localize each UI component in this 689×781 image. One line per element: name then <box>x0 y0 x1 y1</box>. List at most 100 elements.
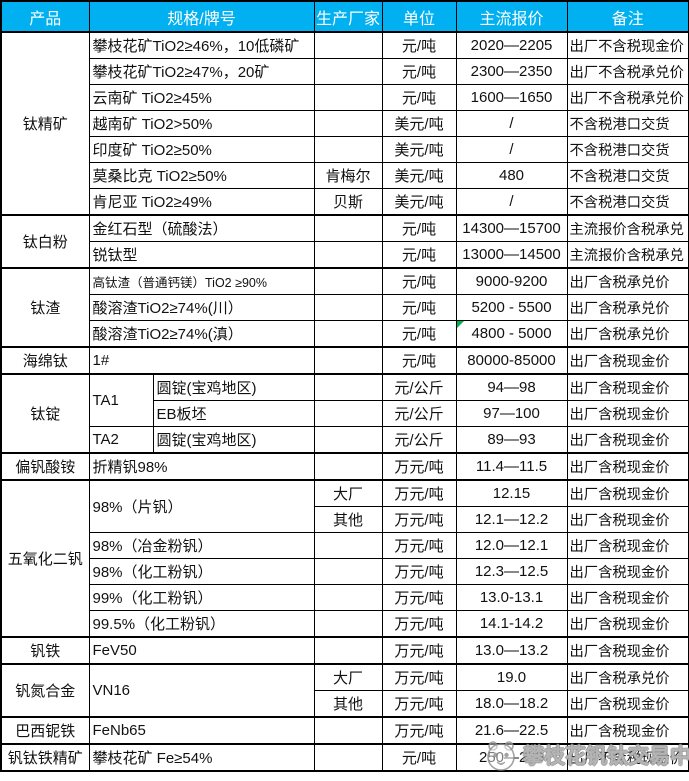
cell-comment-marker <box>457 321 464 328</box>
price-cell: 250—270 <box>455 743 568 772</box>
price-cell: 4800 - 5000 <box>455 320 568 348</box>
table-row: 肯尼亚 TiO2≥49% 贝斯 美元/吨 / 不含税港口交货 <box>1 188 689 216</box>
note-cell: 出厂含税现金价 <box>566 636 689 665</box>
header-spec: 规格/牌号 <box>88 0 315 33</box>
table-row: TA2 圆锭(宝鸡地区) 元/公斤 89—93 出厂含税现金价 <box>1 426 689 454</box>
price-cell: 97—100 <box>455 400 568 427</box>
table-row: 印度矿 TiO2≥50% 美元/吨 / 不含税港口交货 <box>1 136 689 163</box>
note-cell: 出厂含税现金价 <box>566 532 689 559</box>
manufacturer-cell <box>313 532 383 559</box>
unit-cell: 美元/吨 <box>381 110 457 137</box>
unit-cell: 元/吨 <box>381 346 457 375</box>
spec-cell: 折精钒98% <box>88 452 315 481</box>
unit-cell: 美元/吨 <box>381 162 457 189</box>
unit-cell: 元/吨 <box>381 267 457 295</box>
price-cell: 12.15 <box>455 479 568 507</box>
table-row: 莫桑比克 TiO2≥50% 肯梅尔 美元/吨 480 不含税港口交货 <box>1 162 689 189</box>
unit-cell: 元/吨 <box>381 58 457 85</box>
price-cell: 5200 - 5500 <box>455 294 568 321</box>
table-row: 攀枝花矿TiO2≥47%，20矿 元/吨 2300—2350 出厂不含税承兑价 <box>1 58 689 85</box>
form-cell: EB板坯 <box>152 400 315 427</box>
form-cell: 圆锭(宝鸡地区) <box>152 426 315 454</box>
table-row: 酸溶渣TiO2≥74%(川） 元/吨 5200 - 5500 出厂含税承兑价 <box>1 294 689 321</box>
note-cell: 出厂含税现金价 <box>566 373 689 401</box>
note-cell: 出厂含税现金价 <box>566 400 689 427</box>
table-body: 钛精矿 攀枝花矿TiO2≥46%，10低磷矿 元/吨 2020—2205 出厂不含税现金… <box>0 31 689 772</box>
unit-cell: 元/吨 <box>381 31 457 59</box>
note-cell: 出厂不含税承兑价 <box>566 58 689 85</box>
table-row: 钛锭 TA1 圆锭(宝鸡地区) 元/公斤 94—98 出厂含税现金价 <box>0 373 689 454</box>
note-cell: 出厂含税现金价 <box>566 452 689 481</box>
spec-cell: 酸溶渣TiO2≥74%(滇） <box>88 320 315 348</box>
price-cell: 19.0 <box>455 663 568 691</box>
manufacturer-cell <box>313 214 383 242</box>
manufacturer-cell: 大厂 <box>313 663 383 691</box>
product-cell: 钛精矿 <box>0 31 90 216</box>
table-row: 钒氮合金 VN16 大厂 万元/吨 19.0 出厂含税承兑价 <box>0 663 689 718</box>
note-cell: 出厂含税现金价 <box>566 584 689 611</box>
note-cell: 出厂含税承兑价 <box>566 663 689 691</box>
manufacturer-cell <box>313 320 383 348</box>
unit-cell: 美元/吨 <box>381 188 457 216</box>
price-cell: / <box>455 110 568 137</box>
price-cell: / <box>455 188 568 216</box>
price-cell: 13.0-13.1 <box>455 584 568 611</box>
note-cell: 出厂含税现金价 <box>566 610 689 638</box>
manufacturer-cell <box>313 346 383 375</box>
note-cell: 主流报价含税承兑 <box>566 214 689 242</box>
note-cell: 不含税港口交货 <box>566 188 689 216</box>
table-row: 云南矿 TiO2≥45% 元/吨 1600—1650 出厂不含税承兑价 <box>1 84 689 111</box>
table-row: 巴西铌铁 FeNb65 万元/吨 21.6—22.5 出厂含税现金价 <box>0 716 689 745</box>
manufacturer-cell <box>313 373 383 401</box>
manufacturer-cell <box>313 58 383 85</box>
manufacturer-cell <box>313 294 383 321</box>
spec-cell: 印度矿 TiO2≥50% <box>88 136 315 163</box>
note-cell: 出厂不含税承兑价 <box>566 84 689 111</box>
table-row: 钒铁 FeV50 万元/吨 13.0—13.2 出厂含税现金价 <box>0 636 689 665</box>
price-cell: 12.3—12.5 <box>455 558 568 585</box>
manufacturer-cell <box>313 400 383 427</box>
note-cell: 出厂含税现金价 <box>566 690 689 718</box>
note-cell: 出厂含税现金价 <box>566 346 689 375</box>
spec-cell: 98%（片钒） <box>88 479 315 533</box>
unit-cell: 万元/吨 <box>381 636 457 665</box>
spec-cell: 肯尼亚 TiO2≥49% <box>88 188 315 216</box>
product-cell: 钒钛铁精矿 <box>0 743 90 772</box>
price-cell: 14.1-14.2 <box>455 610 568 638</box>
unit-cell: 万元/吨 <box>381 663 457 691</box>
product-cell: 海绵钛 <box>0 346 90 375</box>
table-row: 其他 万元/吨 12.1—12.2 出厂含税现金价 <box>1 506 689 533</box>
note-cell: 主流报价含税承兑 <box>566 241 689 269</box>
price-cell: 21.6—22.5 <box>455 716 568 745</box>
spec-cell: 99%（化工粉钒） <box>88 584 315 611</box>
unit-cell: 万元/吨 <box>381 558 457 585</box>
grade-cell: TA1 <box>88 373 154 427</box>
note-cell: 出厂不含税现金价 <box>566 743 689 772</box>
unit-cell: 美元/吨 <box>381 136 457 163</box>
table-row: 99.5%（化工粉钒） 万元/吨 14.1-14.2 出厂含税现金价 <box>1 610 689 638</box>
unit-cell: 元/公斤 <box>381 426 457 454</box>
spec-cell: FeV50 <box>88 636 315 665</box>
spec-cell: 攀枝花矿TiO2≥46%，10低磷矿 <box>88 31 315 59</box>
manufacturer-cell <box>313 636 383 665</box>
price-cell: 13.0—13.2 <box>455 636 568 665</box>
header-manufacturer: 生产厂家 <box>313 0 383 33</box>
unit-cell: 万元/吨 <box>381 690 457 718</box>
table-row: 钛精矿 攀枝花矿TiO2≥46%，10低磷矿 元/吨 2020—2205 出厂不含税现金… <box>0 31 689 216</box>
table-row: 海绵钛 1# 元/吨 80000-85000 出厂含税现金价 <box>0 346 689 375</box>
note-cell: 出厂含税现金价 <box>566 479 689 507</box>
table-row: 锐钛型 元/吨 13000—14500 主流报价含税承兑 <box>1 241 689 269</box>
note-cell: 出厂含税现金价 <box>566 426 689 454</box>
price-cell: 1600—1650 <box>455 84 568 111</box>
price-cell: / <box>455 136 568 163</box>
price-cell: 18.0—18.2 <box>455 690 568 718</box>
spec-cell: 越南矿 TiO2>50% <box>88 110 315 137</box>
note-cell: 不含税港口交货 <box>566 110 689 137</box>
table-row: 越南矿 TiO2>50% 美元/吨 / 不含税港口交货 <box>1 110 689 137</box>
price-cell: 12.0—12.1 <box>455 532 568 559</box>
price-cell: 13000—14500 <box>455 241 568 269</box>
unit-cell: 元/吨 <box>381 84 457 111</box>
price-cell: 12.1—12.2 <box>455 506 568 533</box>
table-row: 五氧化二钒 98%（片钒） 大厂 万元/吨 12.15 出厂含税现金价 <box>0 479 689 638</box>
manufacturer-cell <box>313 110 383 137</box>
